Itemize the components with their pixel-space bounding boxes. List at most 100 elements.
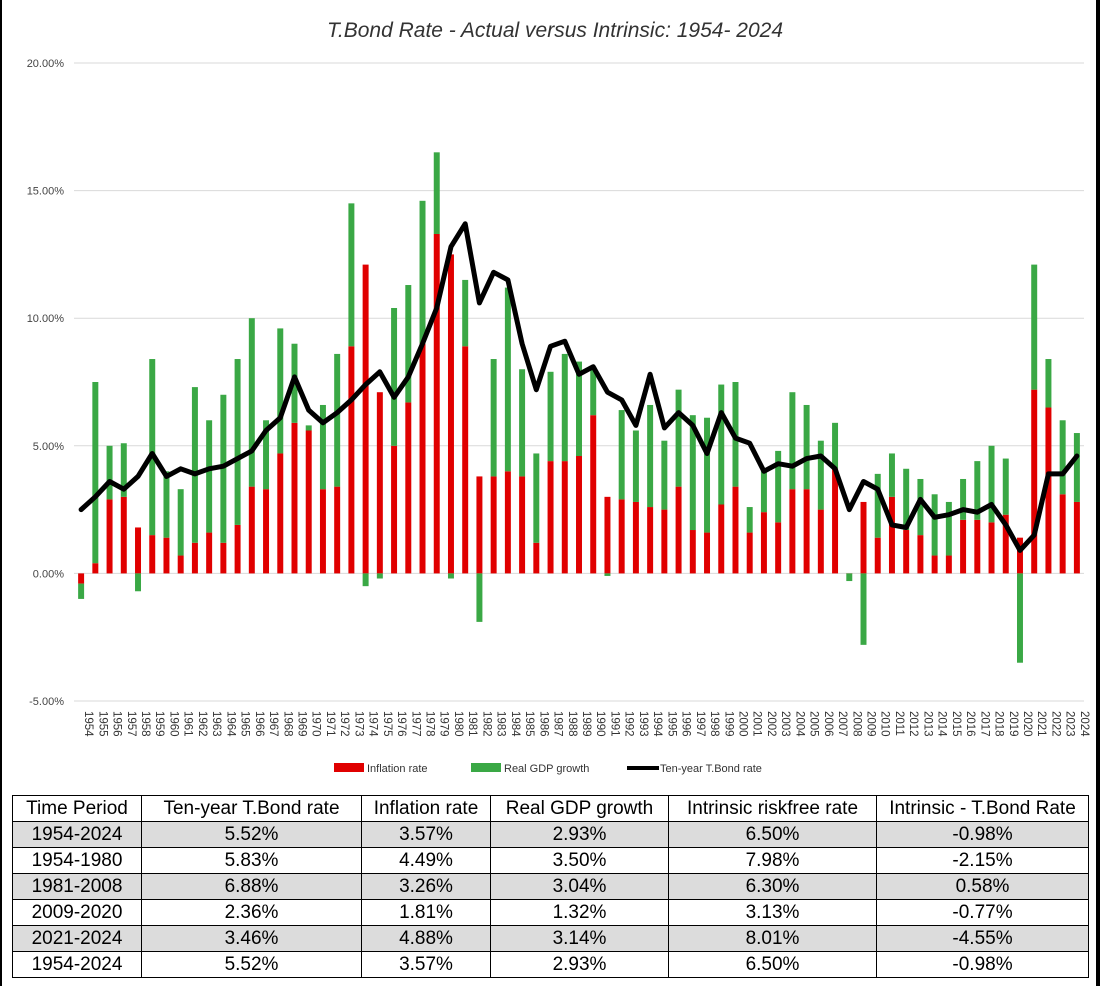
y-tick-label: 5.00% [33, 441, 64, 453]
bar-inflation-2016 [960, 519, 967, 574]
bar-inflation-1982 [476, 476, 483, 574]
bar-gdp-1973 [348, 203, 355, 347]
table-cell: 1954-2024 [12, 821, 142, 848]
bar-gdp-1959 [149, 359, 156, 536]
x-tick-label: 2008 [850, 711, 862, 737]
bar-inflation-1981 [462, 346, 469, 574]
table-cell: -0.98% [876, 951, 1089, 978]
x-tick-label: 2000 [736, 711, 748, 737]
bar-gdp-2021 [1031, 264, 1038, 390]
bar-gdp-1998 [704, 417, 711, 533]
table-cell: 6.50% [668, 821, 877, 848]
x-tick-label: 2002 [765, 711, 777, 737]
legend-label-inflation: Inflation rate [367, 763, 428, 775]
x-tick-label: 1997 [694, 711, 706, 737]
y-tick-label: 20.00% [27, 58, 65, 70]
bar-inflation-2013 [917, 535, 924, 574]
x-tick-label: 1974 [367, 711, 379, 737]
x-tick-label: 1964 [224, 711, 236, 737]
bar-inflation-1984 [504, 471, 511, 574]
x-tick-label: 1985 [523, 711, 535, 737]
x-tick-label: 2003 [779, 711, 791, 737]
bar-inflation-1989 [576, 456, 582, 574]
bar-inflation-1996 [675, 486, 682, 574]
bar-gdp-2019 [1002, 458, 1009, 515]
bar-inflation-1986 [533, 542, 540, 574]
x-tick-label: 1980 [452, 711, 464, 737]
x-tick-label: 1998 [708, 711, 720, 737]
bar-inflation-1965 [234, 524, 241, 574]
bar-gdp-2008 [846, 573, 853, 582]
bar-inflation-2005 [803, 489, 810, 574]
bar-inflation-1991 [604, 496, 611, 574]
x-tick-label: 1963 [210, 711, 222, 737]
x-tick-label: 1993 [637, 711, 649, 737]
bar-inflation-1978 [419, 343, 426, 574]
table-row: 1954-2024 5.52% 3.57% 2.93% 6.50% -0.98% [12, 821, 1089, 848]
legend-label-gdp: Real GDP growth [504, 763, 589, 775]
table-cell: 2.93% [490, 951, 669, 978]
table-cell: 1.81% [361, 899, 491, 926]
x-tick-label: 1988 [566, 711, 578, 737]
bar-gdp-1970 [305, 425, 312, 431]
bar-inflation-1976 [391, 445, 398, 574]
bar-gdp-1976 [391, 307, 398, 446]
bar-gdp-1955 [92, 382, 99, 564]
x-tick-label: 1959 [153, 711, 165, 737]
bar-inflation-1956 [106, 499, 113, 574]
bar-inflation-1993 [632, 501, 639, 574]
table-cell: 1981-2008 [12, 873, 142, 900]
x-tick-label: 1987 [552, 711, 564, 737]
x-tick-label: 1995 [665, 711, 677, 737]
table-cell: 1954-1980 [12, 847, 142, 874]
bar-inflation-1968 [277, 453, 284, 574]
bar-gdp-1977 [405, 285, 412, 403]
x-tick-label: 1982 [480, 711, 492, 737]
table-cell: 2021-2024 [12, 925, 142, 952]
bar-inflation-1963 [206, 532, 213, 574]
table-cell: 3.46% [141, 925, 362, 952]
bar-inflation-1999 [718, 504, 725, 574]
bar-inflation-1985 [519, 476, 526, 574]
bar-inflation-1960 [163, 537, 170, 574]
bar-gdp-1968 [277, 328, 284, 454]
legend-swatch-inflation [334, 763, 364, 772]
x-tick-label: 1990 [594, 711, 606, 737]
y-axis-ticks: 20.00% 15.00% 10.00% 5.00% 0.00% -5.00% [27, 58, 65, 708]
bar-inflation-1962 [191, 542, 198, 574]
x-tick-label: 2016 [964, 711, 976, 737]
bar-gdp-1982 [476, 573, 483, 622]
x-tick-label: 2014 [936, 711, 948, 737]
table-cell: 2.93% [490, 821, 669, 848]
x-tick-label: 2001 [751, 711, 763, 737]
x-tick-label: 1968 [281, 711, 293, 737]
bar-inflation-1972 [334, 486, 341, 574]
bar-inflation-2007 [832, 468, 839, 574]
bar-gdp-1985 [519, 369, 526, 477]
bar-inflation-1973 [348, 346, 355, 574]
bar-gdp-1957 [120, 443, 127, 497]
x-tick-label: 1958 [139, 711, 151, 737]
table-row: 1981-2008 6.88% 3.26% 3.04% 6.30% 0.58% [12, 873, 1089, 900]
bar-inflation-1992 [618, 499, 625, 574]
table-header-row: Time Period Ten-year T.Bond rate Inflati… [12, 795, 1089, 822]
bar-gdp-2016 [960, 478, 967, 520]
table-cell: -0.77% [876, 899, 1089, 926]
bar-gdp-1974 [362, 573, 369, 587]
x-tick-label: 1977 [409, 711, 421, 737]
bar-gdp-2018 [988, 445, 995, 523]
bar-inflation-2003 [775, 522, 782, 574]
bar-gdp-2002 [760, 468, 767, 513]
bar-gdp-1961 [177, 489, 184, 556]
bar-gdp-1991 [604, 573, 611, 576]
bar-gdp-2006 [817, 440, 824, 510]
legend-label-bond: Ten-year T.Bond rate [660, 763, 762, 775]
bar-inflation-1957 [120, 496, 127, 574]
y-tick-label: 0.00% [33, 568, 64, 580]
bar-inflation-2021 [1031, 389, 1038, 574]
x-tick-label: 2022 [1049, 711, 1061, 737]
bar-inflation-1970 [305, 430, 312, 574]
table-cell: 3.04% [490, 873, 669, 900]
bar-inflation-2011 [888, 496, 895, 574]
